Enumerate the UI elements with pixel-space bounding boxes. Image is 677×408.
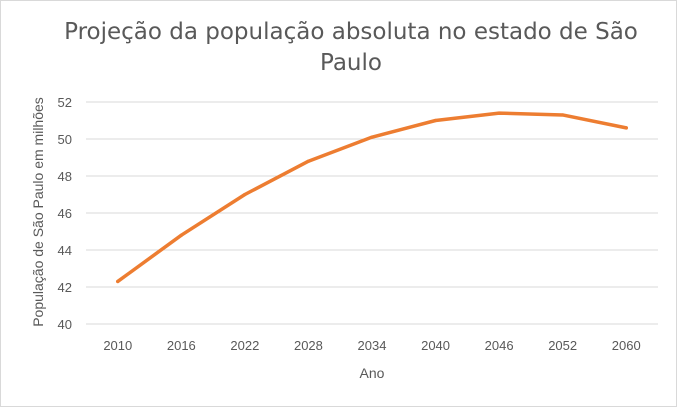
y-tick-label: 46 [58,206,72,221]
y-tick-label: 52 [58,95,72,110]
chart-title: Projeção da população absoluta no estado… [64,19,638,76]
x-tick-label: 2010 [103,338,132,353]
x-tick-label: 2046 [485,338,514,353]
data-point [179,233,183,237]
y-tick-labels: 40 42 44 46 48 50 52 [58,95,72,332]
y-tick-label: 40 [58,317,72,332]
data-point [306,159,311,163]
x-tick-label: 2016 [167,338,196,353]
x-tick-label: 2022 [230,338,259,353]
x-tick-labels: 2010 2016 2022 2028 2034 2040 2046 2052 2060 [103,338,640,353]
x-tick-label: 2028 [294,338,323,353]
data-point [116,279,120,284]
x-tick-label: 2060 [612,338,641,353]
data-point [433,118,438,123]
x-tick-label: 2034 [358,338,387,353]
data-point [497,111,501,115]
y-tick-label: 48 [58,169,72,184]
data-point [624,126,628,130]
data-point [370,135,374,139]
gridlines [86,101,658,325]
y-tick-label: 50 [58,132,72,147]
x-axis-label: Ano [360,365,385,381]
x-tick-label: 2052 [548,338,577,353]
data-point [561,113,565,117]
y-axis-label: População de São Paulo em milhões [30,97,46,327]
data-point [243,192,247,197]
y-tick-label: 42 [58,280,72,295]
y-tick-label: 44 [58,243,72,258]
series-layer [116,111,628,284]
x-tick-label: 2040 [421,338,450,353]
